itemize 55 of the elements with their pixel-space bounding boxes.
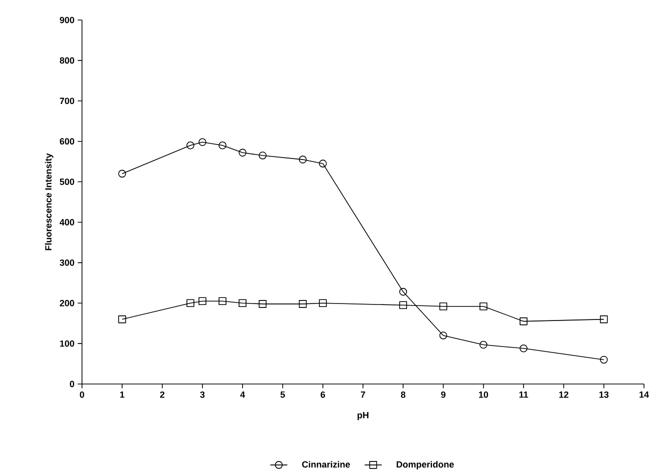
x-tick-label: 4 bbox=[240, 391, 246, 398]
x-tick-label: 12 bbox=[559, 391, 568, 398]
y-tick-label: 700 bbox=[60, 98, 74, 104]
point bbox=[298, 300, 307, 308]
point bbox=[218, 141, 226, 150]
point bbox=[198, 138, 206, 146]
point bbox=[218, 297, 226, 305]
y-tick-label: 500 bbox=[60, 178, 74, 185]
x-tick-label: 14 bbox=[640, 391, 649, 398]
x-tick-label: 0 bbox=[80, 391, 84, 398]
point bbox=[600, 356, 608, 364]
point bbox=[186, 141, 194, 150]
point bbox=[258, 152, 267, 160]
x-tick-label: 11 bbox=[519, 391, 528, 398]
point bbox=[480, 302, 488, 310]
legend-label: Cinnarizine bbox=[302, 460, 350, 468]
point bbox=[186, 299, 194, 308]
point bbox=[298, 156, 307, 164]
point bbox=[480, 340, 488, 349]
x-tick-label: 8 bbox=[400, 391, 406, 398]
x-tick-label: 3 bbox=[200, 391, 205, 398]
point bbox=[118, 170, 126, 178]
x-tick-label: 10 bbox=[478, 391, 488, 398]
y-tick-label: 900 bbox=[60, 16, 74, 24]
point bbox=[118, 315, 126, 324]
x-tick-label: 13 bbox=[599, 391, 609, 398]
point bbox=[198, 297, 206, 305]
x-tick-label: 2 bbox=[160, 391, 164, 398]
y-tick-label: 400 bbox=[60, 219, 74, 226]
point bbox=[520, 344, 528, 352]
x-tick-label: 7 bbox=[360, 391, 366, 398]
y-tick-label: 100 bbox=[60, 340, 74, 347]
point bbox=[238, 148, 246, 157]
x-tick-label: 6 bbox=[320, 391, 326, 398]
y-tick-label: 600 bbox=[60, 138, 74, 145]
x-tick-label: 5 bbox=[280, 391, 285, 398]
y-axis-title: Fluorescence Intensity bbox=[44, 153, 54, 250]
legend-label: Domperidone bbox=[396, 460, 454, 470]
point bbox=[238, 299, 246, 308]
point bbox=[258, 300, 267, 308]
x-tick-label: 9 bbox=[441, 391, 446, 398]
y-tick-label: 200 bbox=[60, 300, 74, 306]
point bbox=[439, 332, 448, 340]
point bbox=[318, 299, 327, 308]
point bbox=[600, 315, 608, 324]
point bbox=[520, 317, 528, 326]
point bbox=[399, 288, 408, 296]
point bbox=[439, 302, 448, 310]
x-tick-label: 1 bbox=[120, 391, 124, 398]
point bbox=[318, 160, 327, 168]
y-tick-label: 300 bbox=[60, 259, 74, 266]
y-tick-label: 0 bbox=[70, 380, 74, 388]
point bbox=[399, 301, 408, 310]
y-tick-label: 800 bbox=[60, 57, 74, 64]
x-axis-title: pH bbox=[358, 412, 368, 420]
